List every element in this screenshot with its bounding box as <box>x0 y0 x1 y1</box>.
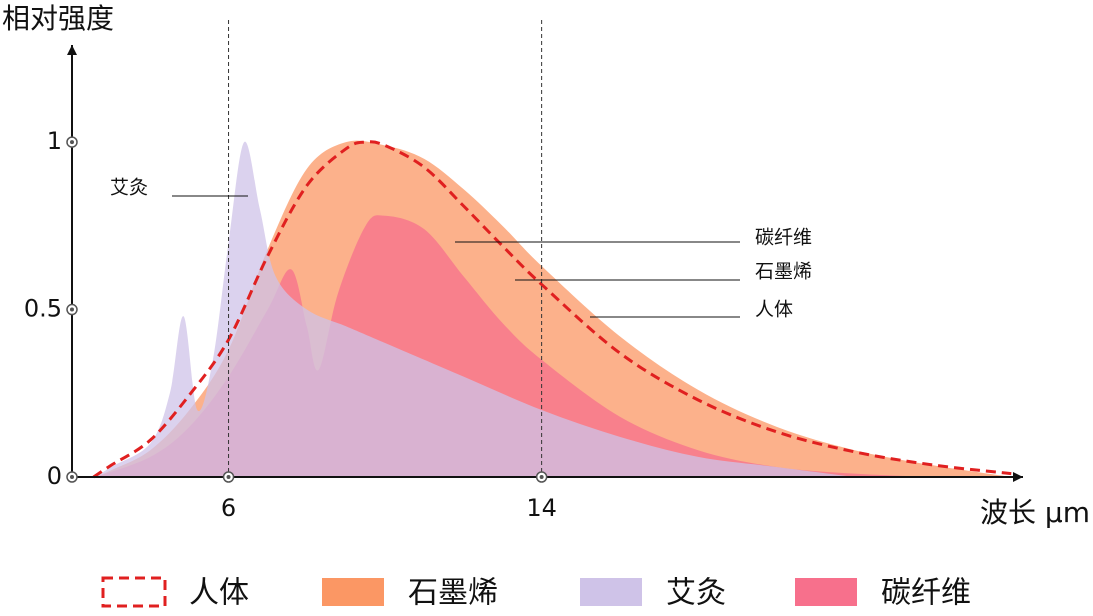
annotation-label: 艾灸 <box>110 177 148 199</box>
y-tick-label: 0.5 <box>24 295 62 323</box>
x-tick-dot <box>226 475 231 479</box>
x-axis-arrow <box>1013 472 1023 482</box>
annotation-label: 碳纤维 <box>755 227 812 249</box>
legend-swatch <box>580 578 642 606</box>
x-tick-label: 6 <box>221 494 236 522</box>
legend-label: 人体 <box>189 576 249 611</box>
annotation-label: 石墨烯 <box>755 261 812 283</box>
legend-label: 碳纤维 <box>881 576 971 611</box>
legend-label: 石墨烯 <box>408 576 498 611</box>
y-tick-dot <box>70 140 74 145</box>
y-axis-arrow <box>67 45 77 55</box>
x-axis-label: 波长 μm <box>980 496 1090 529</box>
y-tick-label: 1 <box>47 127 62 155</box>
y-tick-dot <box>70 307 74 312</box>
y-axis-label: 相对强度 <box>2 2 114 35</box>
legend-label: 艾灸 <box>666 576 726 611</box>
legend-swatch <box>795 578 857 606</box>
y-tick-dot <box>70 475 74 479</box>
legend-swatch <box>322 578 384 606</box>
series-line <box>92 140 1012 479</box>
x-tick-label: 14 <box>526 494 557 522</box>
y-tick-label: 0 <box>47 462 62 490</box>
series-area <box>95 141 855 477</box>
x-tick-dot <box>539 475 544 479</box>
annotation-label: 人体 <box>755 299 793 321</box>
legend-swatch <box>101 576 167 608</box>
